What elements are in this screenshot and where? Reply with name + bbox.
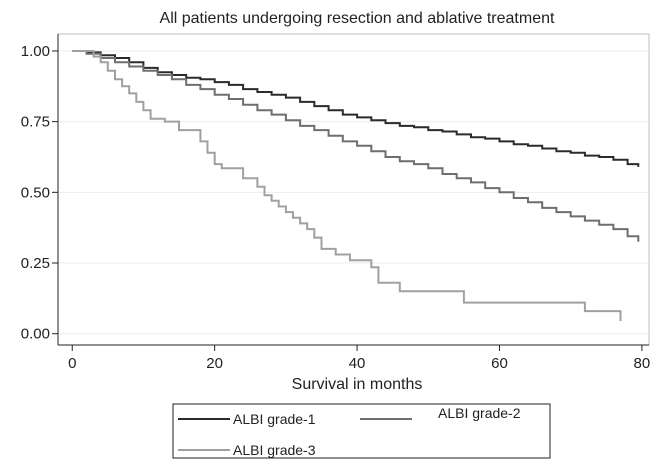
- y-tick-label-2: 0.50: [21, 184, 50, 201]
- x-tick-label-0: 0: [68, 355, 76, 372]
- legend-label-albi-grade-1: ALBI grade-1: [233, 411, 316, 427]
- x-tick-label-3: 60: [491, 355, 508, 372]
- grid-lines: [58, 50, 649, 335]
- y-tick-label-1: 0.25: [21, 255, 50, 272]
- chart-title: All patients undergoing resection and ab…: [160, 10, 555, 27]
- legend-label-albi-grade-2: ALBI grade-2: [438, 405, 521, 421]
- y-tick-label-3: 0.75: [21, 114, 50, 131]
- y-tick-label-4: 1.00: [21, 43, 50, 60]
- x-axis-label: Survival in months: [292, 376, 423, 393]
- x-tick-label-1: 20: [206, 355, 223, 372]
- legend-label-albi-grade-3: ALBI grade-3: [233, 442, 316, 458]
- y-tick-label-0: 0.00: [21, 326, 50, 343]
- legend-box: [172, 403, 551, 459]
- series-line-albi-grade-3: [72, 50, 622, 321]
- series-lines: [72, 50, 640, 321]
- series-line-albi-grade-1: [72, 50, 640, 167]
- series-line-albi-grade-2: [72, 50, 640, 242]
- x-ticks: 0 20 40 60 80: [68, 345, 650, 372]
- y-ticks: 0.00 0.25 0.50 0.75 1.00: [21, 43, 58, 343]
- x-tick-label-4: 80: [634, 355, 651, 372]
- plot-area: [57, 33, 650, 346]
- x-tick-label-2: 40: [349, 355, 366, 372]
- legend: ALBI grade-1 ALBI grade-2 ALBI grade-3: [172, 403, 551, 459]
